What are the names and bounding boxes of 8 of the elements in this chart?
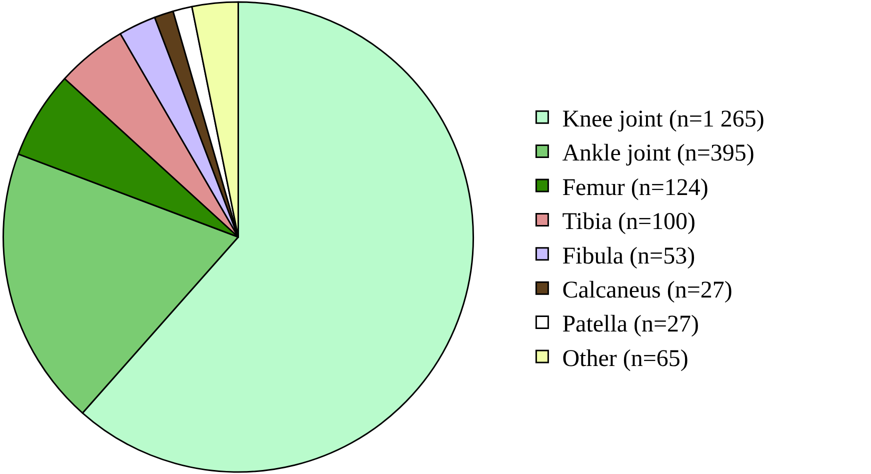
- legend-label: Patella (n=27): [562, 312, 700, 338]
- legend-label: Calcaneus (n=27): [562, 277, 732, 304]
- legend-label: Ankle joint (n=395): [562, 140, 754, 167]
- legend-label: Knee joint (n=1 265): [562, 106, 764, 132]
- legend-label: Fibula (n=53): [562, 243, 696, 270]
- legend-label: Tibia (n=100): [562, 209, 696, 236]
- legend-label: Other (n=65): [562, 346, 688, 372]
- legend-label: Femur (n=124): [562, 174, 708, 201]
